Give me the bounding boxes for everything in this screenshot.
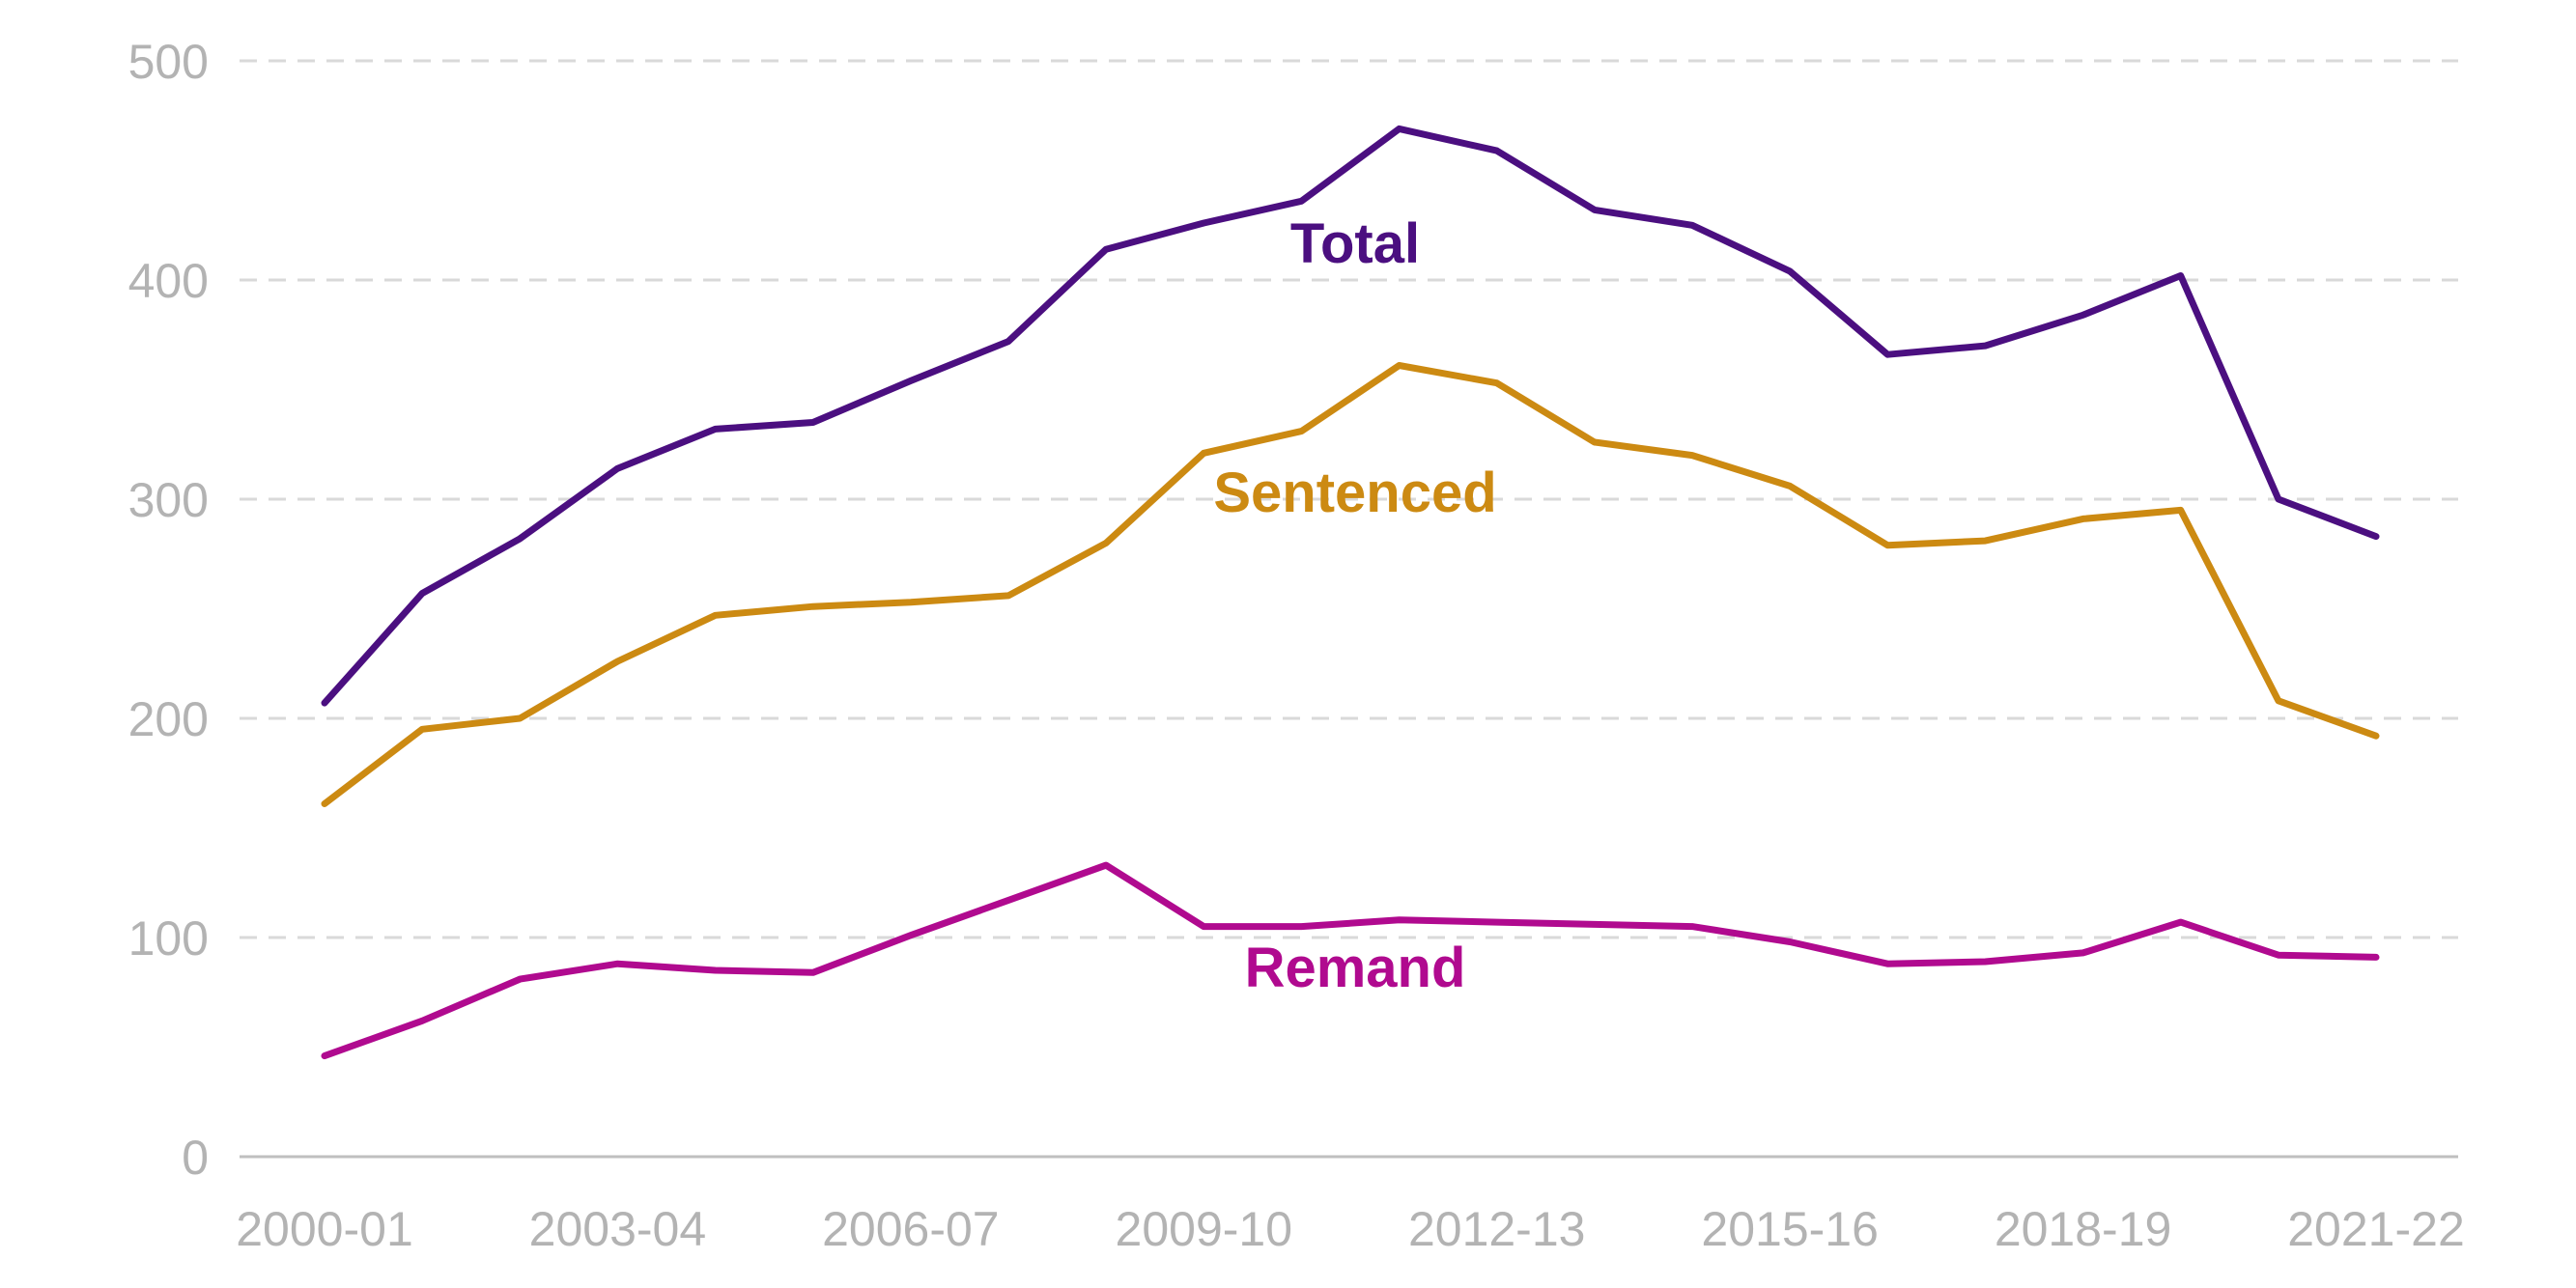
y-tick-label-100: 100 [128,911,209,966]
y-tick-label-200: 200 [128,692,209,746]
axes: 0 100 200 300 400 500 2000-01 2003-04 2006-07 200… [128,35,2465,1256]
x-tick-label-2012-13: 2012-13 [1408,1202,1586,1256]
series-line-sentenced [321,362,2380,807]
x-tick-label-2003-04: 2003-04 [529,1202,707,1256]
x-tick-label-2006-07: 2006-07 [822,1202,1000,1256]
x-tick-label-2021-22: 2021-22 [2287,1202,2465,1256]
x-tick-label-2015-16: 2015-16 [1701,1202,1879,1256]
x-tick-label-2000-01: 2000-01 [236,1202,413,1256]
y-tick-label-0: 0 [182,1131,209,1185]
x-tick-label-2018-19: 2018-19 [1995,1202,2172,1256]
x-tick-label-2009-10: 2009-10 [1116,1202,1293,1256]
series-line-total [321,125,2380,707]
series-label-sentenced: Sentenced [1213,462,1496,524]
series-label-total: Total [1290,212,1420,275]
series-line-remand [321,861,2380,1060]
y-tick-label-500: 500 [128,35,209,89]
series-label-remand: Remand [1245,937,1466,999]
series-lines [321,125,2380,1060]
gridlines [240,59,2458,939]
series-labels: Total Sentenced Remand [1213,212,1496,999]
y-tick-label-300: 300 [128,473,209,527]
y-tick-label-400: 400 [128,254,209,308]
